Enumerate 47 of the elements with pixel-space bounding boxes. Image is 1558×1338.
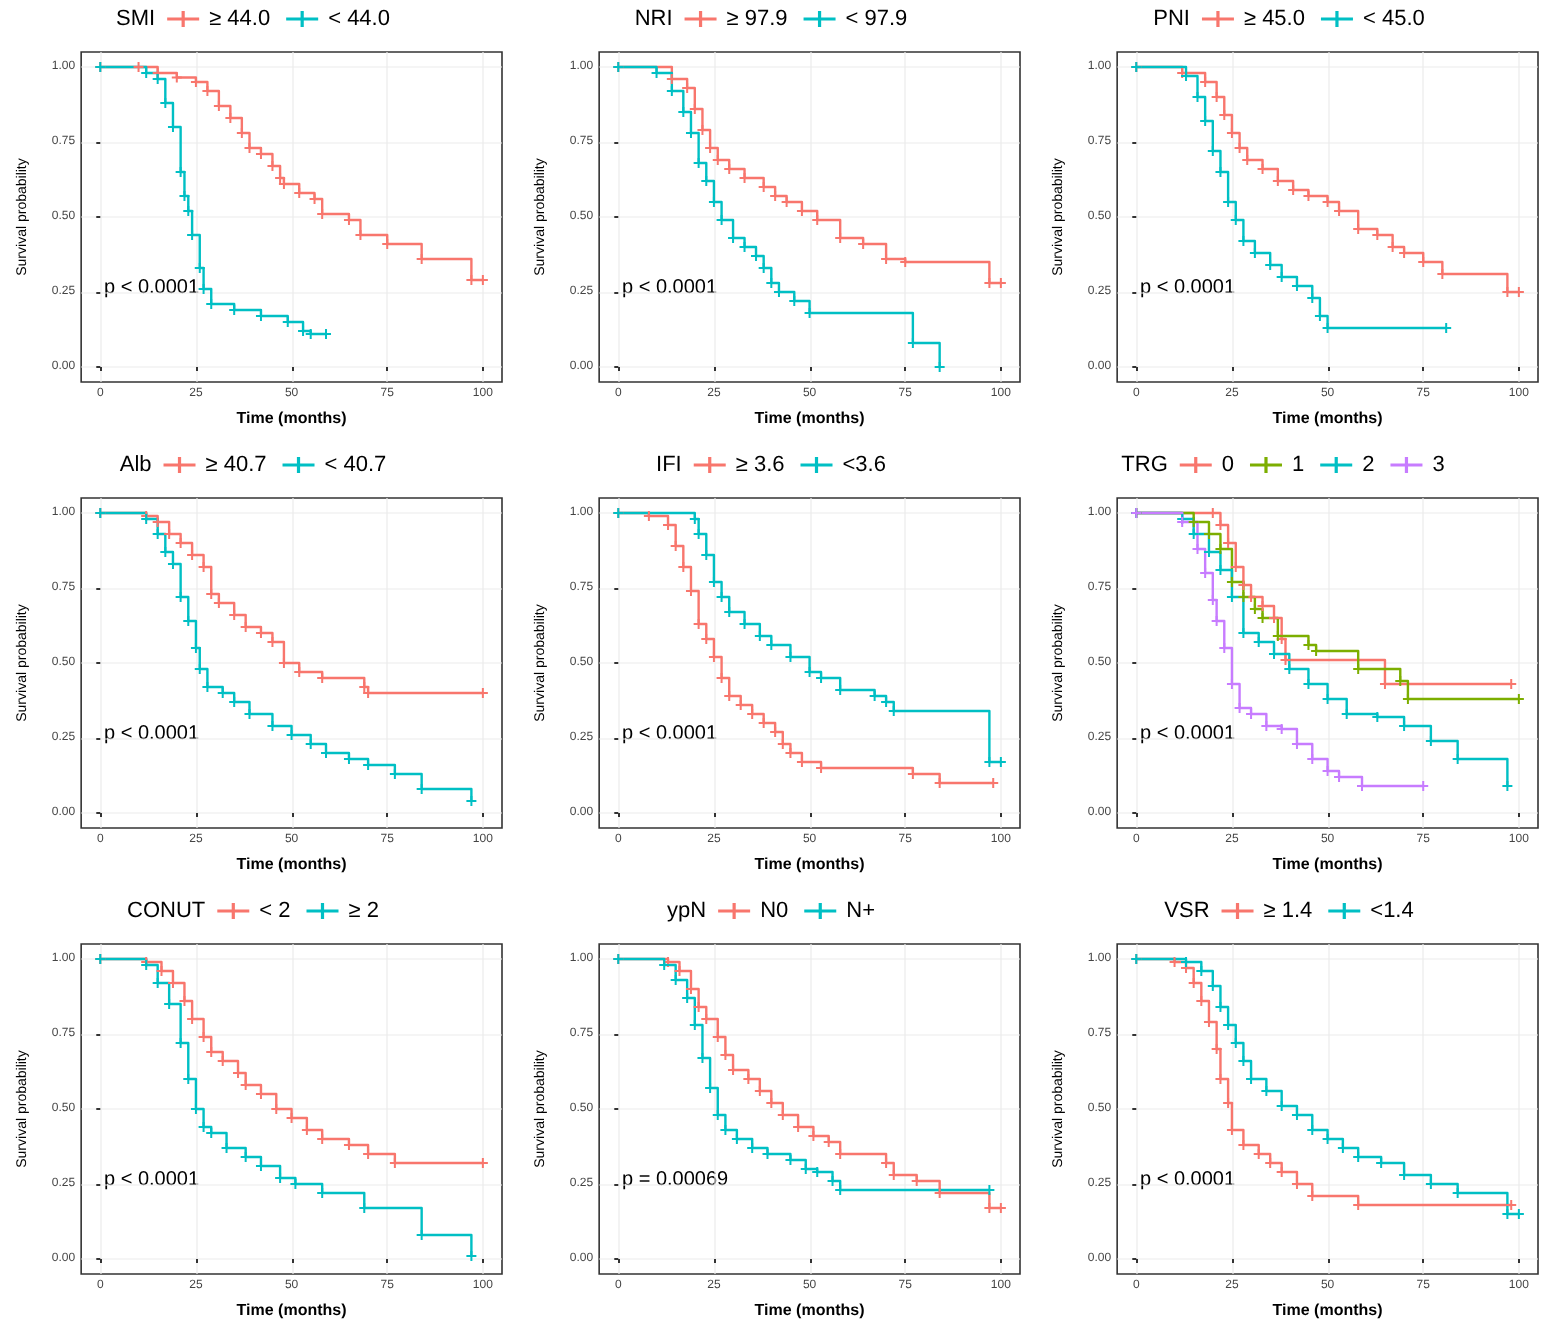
legend-title: SMI <box>116 7 156 31</box>
annotation: p < 0.0001 <box>1140 723 1236 745</box>
annotation: p < 0.0001 <box>104 723 200 745</box>
legend-label: 0 <box>1221 453 1234 477</box>
legend-title: IFI <box>656 453 682 477</box>
legend-title: Alb <box>119 453 152 477</box>
legend-title: VSR <box>1164 899 1210 923</box>
legend-label: N0 <box>760 899 789 923</box>
x-axis-title: Time (months) <box>236 1301 348 1319</box>
legend-label: ≥ 3.6 <box>735 453 785 477</box>
legend-title: TRG <box>1121 453 1168 477</box>
legend-label: <3.6 <box>842 453 886 477</box>
x-axis-title: Time (months) <box>236 855 348 873</box>
annotation: p < 0.0001 <box>104 277 200 299</box>
x-axis-title: Time (months) <box>1272 1301 1384 1319</box>
legend-label: ≥ 44.0 <box>209 7 271 31</box>
x-axis-title: Time (months) <box>754 1301 866 1319</box>
annotation: p = 0.00069 <box>622 1169 730 1191</box>
x-axis-title: Time (months) <box>754 409 866 427</box>
legend-label: ≥ 40.7 <box>205 453 267 477</box>
legend-label: 3 <box>1432 453 1445 477</box>
legend-label: ≥ 97.9 <box>726 7 788 31</box>
legend-label: < 40.7 <box>324 453 387 477</box>
legend-title: ypN <box>667 899 707 923</box>
annotation: p < 0.0001 <box>622 277 718 299</box>
legend-label: < 44.0 <box>328 7 390 31</box>
x-axis-title: Time (months) <box>1272 855 1384 873</box>
annotation: p < 0.0001 <box>1140 277 1236 299</box>
x-axis-title: Time (months) <box>236 409 348 427</box>
legend-label: ≥ 45.0 <box>1243 7 1305 31</box>
legend-label: 2 <box>1362 453 1375 477</box>
annotation: p < 0.0001 <box>1140 1169 1236 1191</box>
legend-title: NRI <box>634 7 673 31</box>
legend-title: CONUT <box>127 899 206 923</box>
annotation: p < 0.0001 <box>104 1169 200 1191</box>
x-axis-title: Time (months) <box>1272 409 1384 427</box>
legend-title: PNI <box>1153 7 1190 31</box>
legend-label: < 2 <box>259 899 291 923</box>
legend-label: < 97.9 <box>845 7 908 31</box>
legend-label: N+ <box>846 899 876 923</box>
legend-label: <1.4 <box>1370 899 1414 923</box>
legend-label: < 45.0 <box>1362 7 1425 31</box>
legend-label: ≥ 2 <box>348 899 379 923</box>
x-axis-title: Time (months) <box>754 855 866 873</box>
legend-label: 1 <box>1291 453 1305 477</box>
legend-label: ≥ 1.4 <box>1263 899 1313 923</box>
annotation: p < 0.0001 <box>622 723 718 745</box>
